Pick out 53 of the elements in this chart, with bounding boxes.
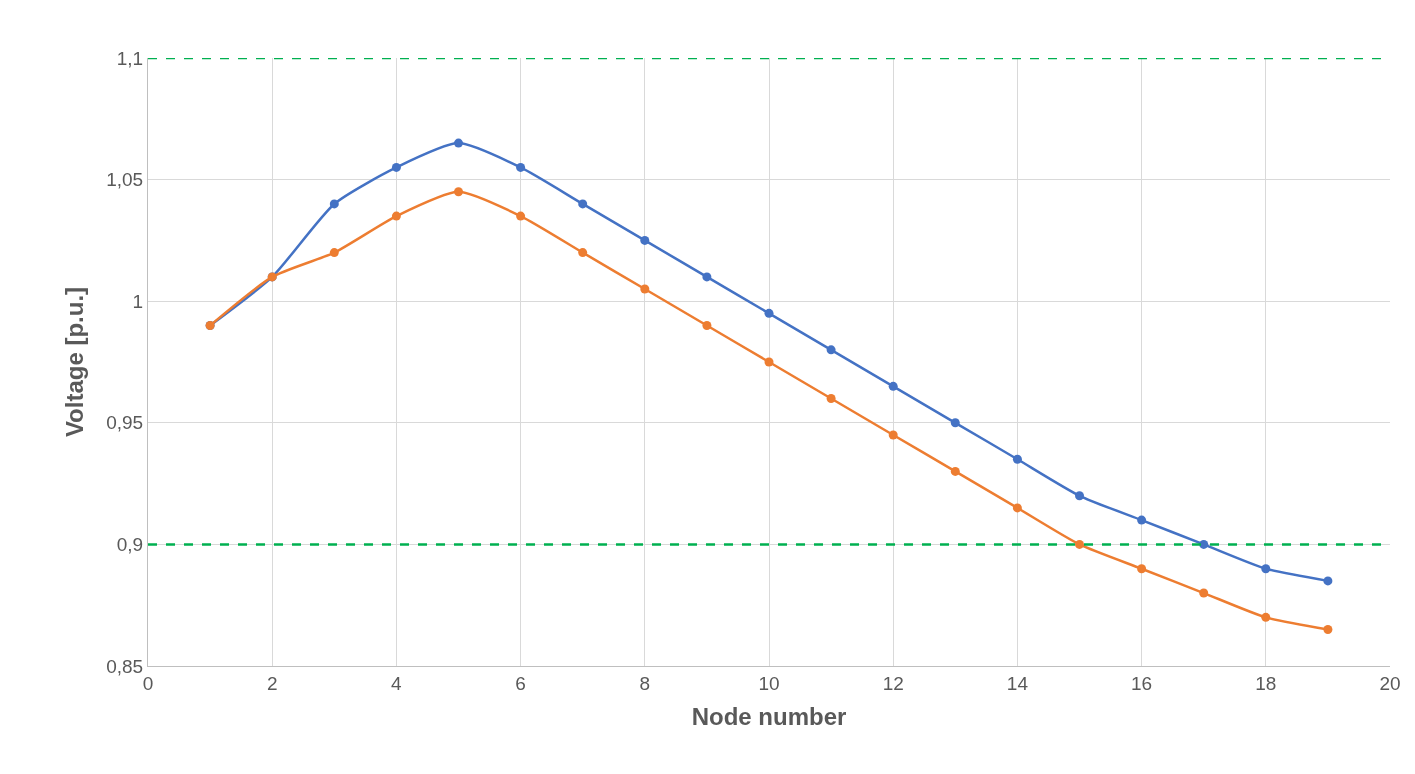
point: [1261, 612, 1271, 622]
point: [1137, 515, 1147, 525]
point: [391, 162, 401, 172]
x-tick-label: 8: [639, 672, 651, 694]
point: [454, 187, 463, 197]
point: [454, 138, 463, 148]
x-tick-label: 18: [1255, 672, 1277, 694]
point: [1323, 576, 1333, 586]
point: [329, 199, 339, 209]
point: [702, 321, 712, 331]
point: [516, 162, 526, 172]
point: [1012, 503, 1022, 513]
point: [1199, 539, 1209, 549]
point: [578, 248, 588, 258]
point: [950, 418, 960, 428]
x-tick-label: 10: [758, 672, 780, 694]
y-axis-title: Voltage [p.u.]: [61, 286, 89, 438]
x-tick-label: 4: [391, 672, 403, 694]
point: [640, 235, 650, 245]
x-axis-title: Node number: [691, 703, 847, 731]
point: [1137, 564, 1147, 574]
x-tick-label: 6: [515, 672, 526, 694]
y-tick-label: 0,9: [116, 534, 144, 556]
point: [1199, 588, 1209, 598]
y-tick-label: 1,1: [116, 47, 144, 69]
x-tick-label: 20: [1379, 672, 1401, 694]
point: [888, 381, 898, 391]
point: [764, 308, 774, 318]
point: [826, 393, 836, 403]
y-tick-label: 0,95: [106, 412, 144, 434]
point: [1261, 564, 1271, 574]
point: [826, 345, 836, 355]
y-tick-label: 1,05: [106, 169, 144, 191]
point: [1075, 539, 1084, 549]
y-tick-label: 0,85: [106, 655, 144, 677]
point: [950, 466, 960, 476]
point: [1323, 625, 1333, 635]
point: [640, 284, 650, 294]
point: [702, 272, 712, 282]
x-tick-label: 2: [266, 672, 278, 694]
point: [329, 248, 339, 258]
y-tick-label: 1: [132, 290, 144, 312]
point: [578, 199, 588, 209]
x-tick-label: 12: [882, 672, 904, 694]
x-tick-label: 16: [1131, 672, 1153, 694]
point: [1012, 454, 1022, 464]
point: [764, 357, 774, 367]
x-tick-label: 0: [142, 672, 154, 694]
x-tick-label: 14: [1006, 672, 1029, 694]
point: [1075, 491, 1084, 501]
point: [516, 211, 526, 221]
point: [391, 211, 401, 221]
point: [888, 430, 898, 440]
